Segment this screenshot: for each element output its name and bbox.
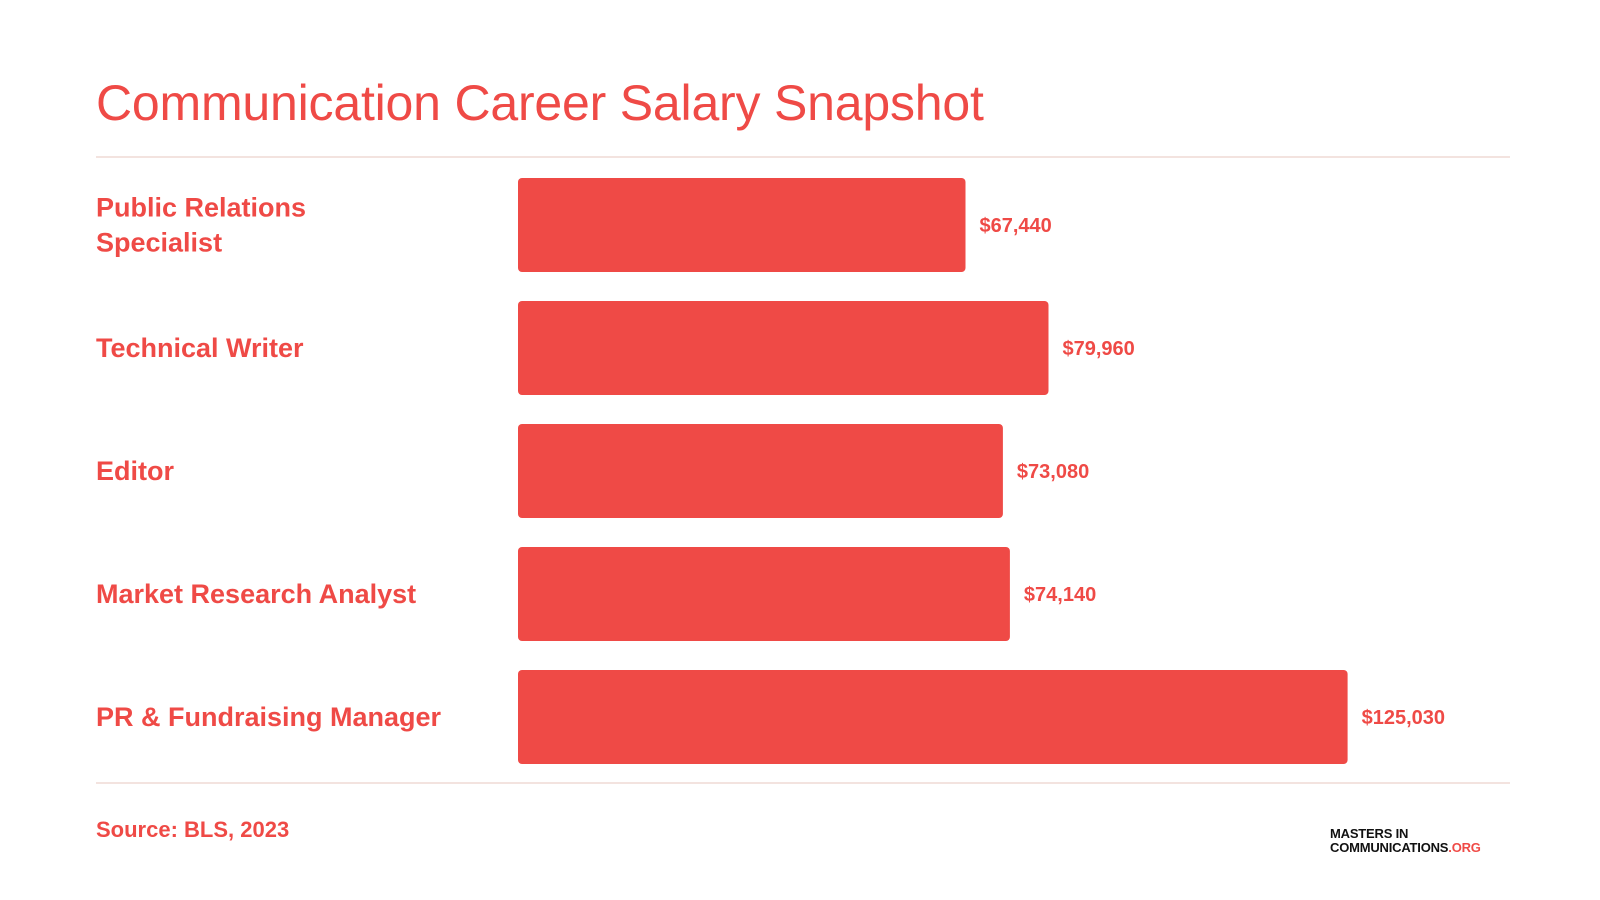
source-note: Source: BLS, 2023 bbox=[96, 817, 290, 842]
logo-line-2: COMMUNICATIONS.ORG bbox=[1330, 841, 1481, 855]
category-label-2: Editor bbox=[96, 456, 174, 486]
logo-line-2-suffix: .ORG bbox=[1448, 840, 1481, 855]
bar-value-label-3: $74,140 bbox=[1024, 584, 1096, 606]
category-label-0: Public Relations Specialist bbox=[96, 193, 306, 258]
category-label-4: PR & Fundraising Manager bbox=[96, 702, 442, 732]
bar-value-label-0: $67,440 bbox=[980, 215, 1052, 237]
bottom-divider bbox=[96, 782, 1510, 784]
category-label-line: Public Relations bbox=[96, 193, 306, 223]
logo-line-2-main: COMMUNICATIONS bbox=[1330, 840, 1449, 855]
category-label-line: Market Research Analyst bbox=[96, 579, 416, 609]
logo-line-1: MASTERS IN bbox=[1330, 826, 1409, 841]
category-label-1: Technical Writer bbox=[96, 333, 304, 363]
category-label-3: Market Research Analyst bbox=[96, 579, 416, 609]
category-label-line: Editor bbox=[96, 456, 174, 486]
brand-logo: MASTERS IN COMMUNICATIONS.ORG bbox=[1330, 827, 1481, 855]
bar-2 bbox=[518, 424, 1003, 518]
bar-1 bbox=[518, 301, 1049, 395]
top-divider bbox=[96, 156, 1510, 158]
bar-value-label-2: $73,080 bbox=[1017, 461, 1089, 483]
category-label-line: Technical Writer bbox=[96, 333, 304, 363]
bar-0 bbox=[518, 178, 966, 272]
category-label-line: PR & Fundraising Manager bbox=[96, 702, 442, 732]
bar-value-label-4: $125,030 bbox=[1362, 707, 1445, 729]
page-title: Communication Career Salary Snapshot bbox=[96, 75, 984, 131]
bar-3 bbox=[518, 547, 1010, 641]
category-label-line: Specialist bbox=[96, 228, 222, 258]
bar-4 bbox=[518, 670, 1348, 764]
bar-value-label-1: $79,960 bbox=[1063, 338, 1135, 360]
